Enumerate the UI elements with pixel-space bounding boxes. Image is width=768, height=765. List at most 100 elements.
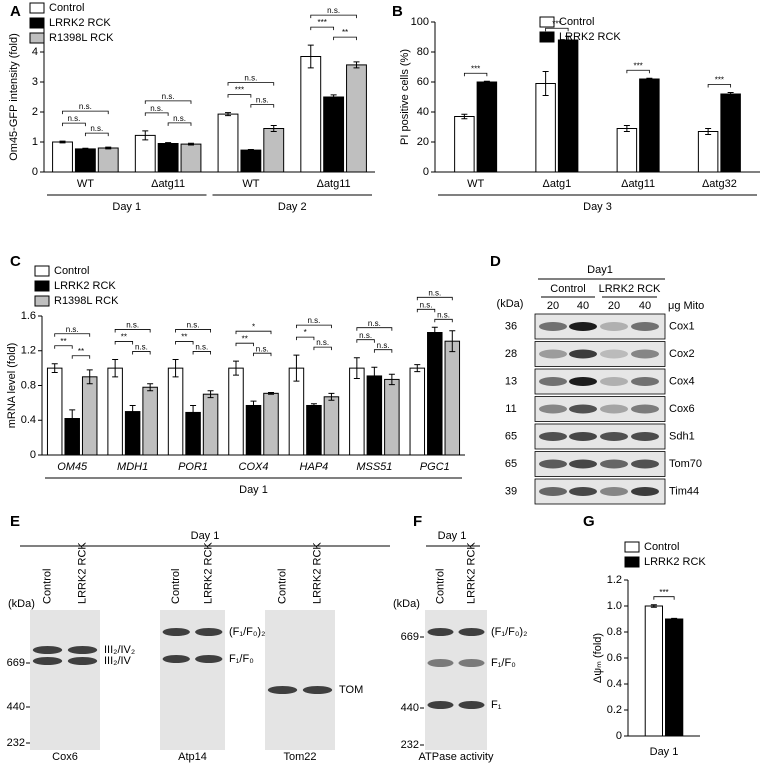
blot-gel (265, 610, 335, 750)
bar (346, 64, 367, 173)
significance-bracket (114, 341, 134, 345)
significance-label: n.s. (66, 325, 79, 334)
significance-bracket (545, 27, 569, 32)
significance-label: * (304, 328, 307, 337)
x-tick-label: Δatg11 (317, 178, 351, 190)
significance-label: n.s. (256, 344, 269, 353)
lane-label: 20 (547, 300, 559, 312)
legend-swatch (539, 31, 555, 43)
group-label: Day 1 (650, 746, 679, 758)
row-kda: 28 (505, 348, 517, 360)
bar (427, 332, 443, 456)
lane-label: 40 (577, 300, 589, 312)
significance-bracket (144, 112, 169, 116)
error-bar (225, 112, 232, 117)
error-bar (449, 330, 456, 353)
band (600, 349, 628, 359)
significance-label: n.s. (377, 341, 390, 350)
error-bar (69, 409, 76, 428)
x-tick-label: Δatg32 (702, 178, 737, 190)
legend-label: LRRK2 RCK (54, 280, 116, 292)
kda-label: (kDa) (497, 298, 524, 310)
error-bar (705, 128, 712, 135)
bar (263, 392, 279, 456)
x-tick-label: WT (242, 178, 259, 190)
significance-label: *** (552, 19, 561, 28)
bar (366, 375, 383, 456)
error-bar (371, 366, 378, 386)
significance-label: n.s. (428, 288, 441, 297)
error-bar (129, 404, 136, 419)
band (600, 432, 628, 441)
error-bar (112, 358, 119, 378)
significance-label: *** (235, 86, 244, 95)
band-label: F₁/F₀ (491, 657, 516, 669)
band-label: III₂/IV (104, 655, 132, 667)
significance-label: ** (181, 333, 187, 342)
band (67, 657, 98, 665)
bar (97, 147, 119, 173)
significance-bracket (296, 324, 332, 329)
y-tick-label: 60 (417, 76, 429, 88)
bar (323, 96, 345, 173)
group-label: Day 2 (278, 201, 307, 213)
significance-label: ** (242, 334, 248, 343)
significance-label: n.s. (162, 92, 175, 101)
error-bar (59, 140, 66, 144)
bar (557, 39, 579, 173)
bar (228, 367, 244, 456)
bar (134, 134, 156, 173)
legend-swatch (34, 280, 50, 292)
significance-bracket (463, 72, 488, 77)
bar (263, 128, 285, 173)
band (631, 349, 659, 359)
band (600, 487, 628, 496)
band (427, 701, 454, 709)
y-tick-label: 1 (32, 136, 38, 148)
y-axis-label: PI positive cells (%) (399, 49, 411, 145)
y-tick-label: 40 (417, 106, 429, 118)
band (539, 322, 567, 331)
bar (323, 396, 340, 456)
significance-bracket (356, 327, 393, 331)
band (569, 432, 597, 441)
significance-bracket (235, 342, 254, 347)
band (569, 487, 597, 496)
significance-label: n.s. (126, 321, 139, 330)
error-bar (293, 354, 300, 382)
y-tick-label: 0.4 (21, 414, 36, 426)
y-tick-label: 0 (423, 166, 429, 178)
error-bar (353, 61, 360, 69)
x-tick-label: COX4 (239, 461, 269, 473)
band (539, 349, 567, 359)
error-bar (727, 92, 734, 96)
significance-bracket (296, 336, 315, 341)
error-bar (232, 360, 239, 376)
row-kda: 65 (505, 458, 517, 470)
lane-label: LRRK2 RCK (311, 542, 323, 604)
antibody-label: Cox6 (52, 751, 78, 763)
significance-label: *** (471, 64, 480, 73)
lane-label: 20 (608, 300, 620, 312)
row-kda: 13 (505, 375, 517, 387)
lane-label: Control (41, 569, 53, 604)
blot-title: Day 1 (438, 530, 467, 542)
band (631, 404, 659, 414)
significance-bracket (653, 596, 675, 600)
band (631, 487, 659, 496)
panel-label: B (392, 3, 403, 20)
y-tick-label: 20 (417, 136, 429, 148)
bar (46, 367, 63, 456)
error-bar (187, 142, 194, 146)
y-tick-label: 0.8 (607, 626, 622, 638)
legend-label: Control (559, 16, 594, 28)
band (267, 686, 298, 694)
bar (142, 386, 158, 456)
error-bar (142, 130, 149, 141)
group-label: Day 3 (583, 201, 612, 213)
row-label: Cox1 (669, 320, 695, 332)
marker-label: 232 (401, 739, 419, 751)
bar (74, 148, 96, 173)
error-bar (414, 364, 421, 373)
x-tick-label: Δatg1 (542, 178, 571, 190)
